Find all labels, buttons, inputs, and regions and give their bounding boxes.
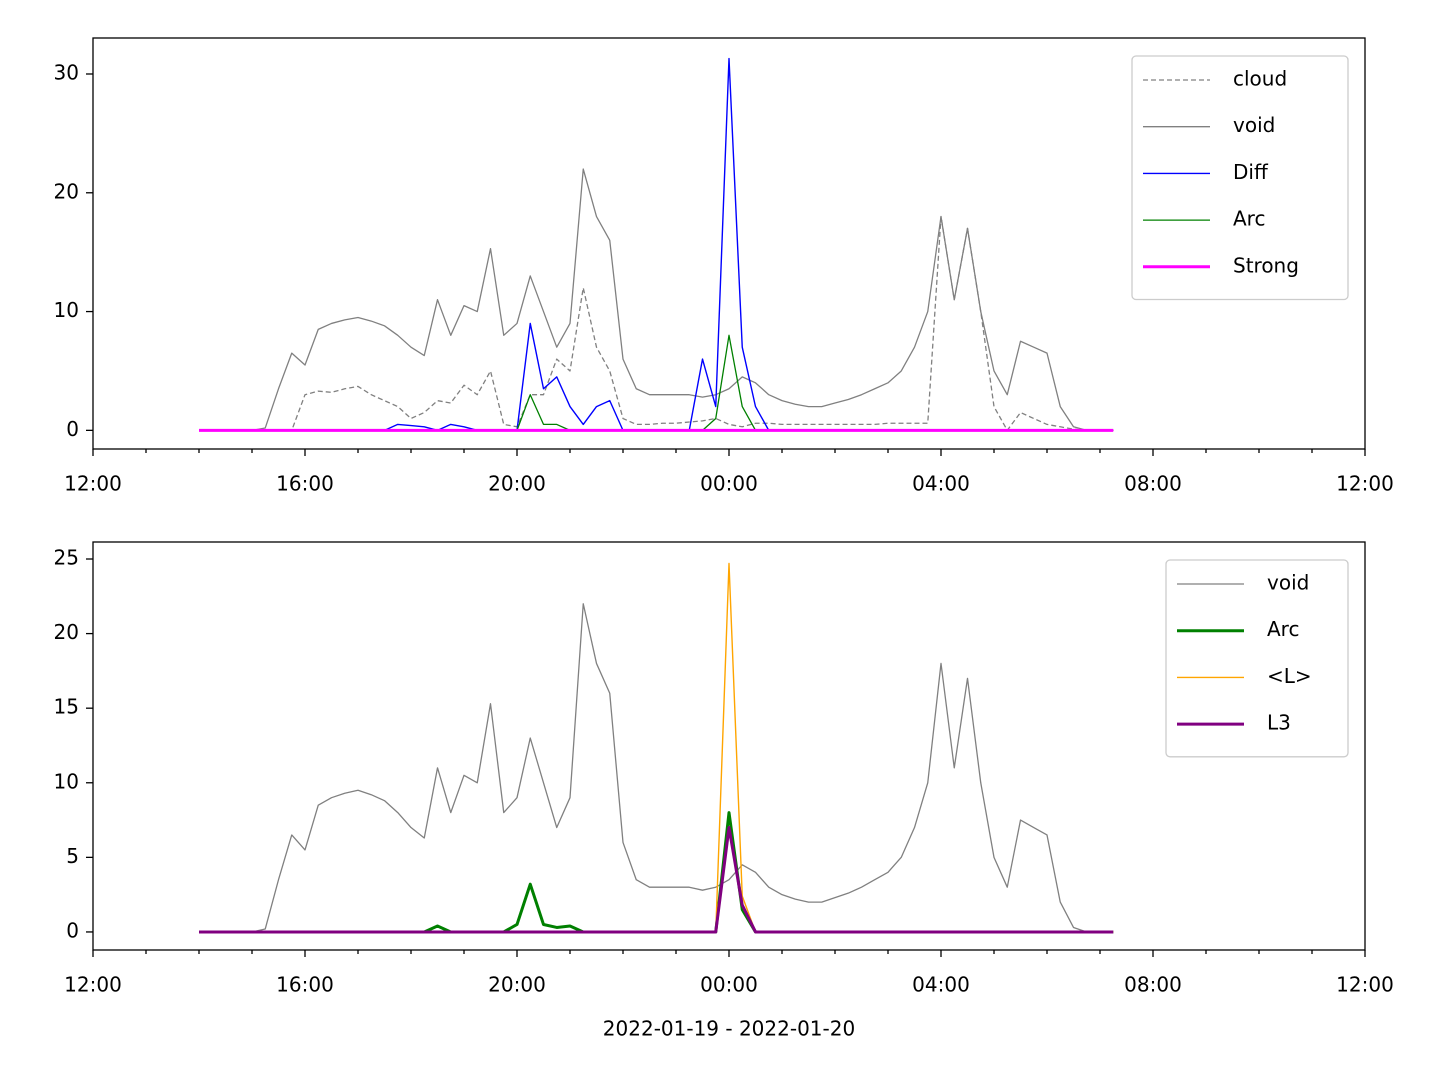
legend-label: Arc — [1267, 617, 1299, 641]
x-tick-label: 16:00 — [276, 973, 334, 997]
x-tick-label: 12:00 — [64, 472, 122, 496]
y-tick-label: 5 — [66, 844, 79, 868]
x-tick-label: 00:00 — [700, 973, 758, 997]
legend: void Arc <L> L3 — [1165, 559, 1349, 758]
x-tick-label: 04:00 — [912, 472, 970, 496]
legend-label: <L> — [1267, 664, 1312, 688]
data-line — [199, 603, 1114, 933]
y-tick-label: 20 — [54, 620, 79, 644]
x-tick-label: 04:00 — [912, 973, 970, 997]
y-tick-label: 10 — [54, 298, 79, 322]
x-tick-label: 12:00 — [64, 973, 122, 997]
legend-label: Diff — [1233, 160, 1269, 184]
y-tick-label: 0 — [66, 417, 79, 441]
y-tick-label: 20 — [54, 179, 79, 203]
plot-area — [199, 562, 1114, 934]
legend-label: void — [1267, 571, 1309, 595]
x-tick-label: 20:00 — [488, 973, 546, 997]
x-tick-label: 08:00 — [1124, 472, 1182, 496]
legend-box — [1165, 559, 1349, 758]
x-tick-label: 20:00 — [488, 472, 546, 496]
data-line — [199, 168, 1114, 431]
y-tick-label: 25 — [54, 546, 79, 570]
y-tick-label: 0 — [66, 918, 79, 942]
legend-label: L3 — [1267, 711, 1291, 735]
data-line — [199, 826, 1114, 934]
legend-label: void — [1233, 113, 1275, 137]
legend-label: Arc — [1233, 207, 1265, 231]
x-tick-label: 00:00 — [700, 472, 758, 496]
x-axis-label: 2022-01-19 - 2022-01-20 — [603, 1017, 855, 1041]
legend-label: cloud — [1233, 67, 1287, 91]
y-tick-label: 30 — [54, 60, 79, 84]
y-tick-label: 15 — [54, 695, 79, 719]
x-tick-label: 08:00 — [1124, 973, 1182, 997]
x-tick-label: 12:00 — [1336, 973, 1394, 997]
x-tick-label: 12:00 — [1336, 472, 1394, 496]
y-tick-label: 10 — [54, 769, 79, 793]
legend: cloud void Diff Arc Strong — [1131, 55, 1349, 301]
legend-box — [1131, 55, 1349, 301]
x-tick-label: 16:00 — [276, 472, 334, 496]
plot-area — [199, 57, 1114, 432]
legend-label: Strong — [1233, 253, 1299, 277]
